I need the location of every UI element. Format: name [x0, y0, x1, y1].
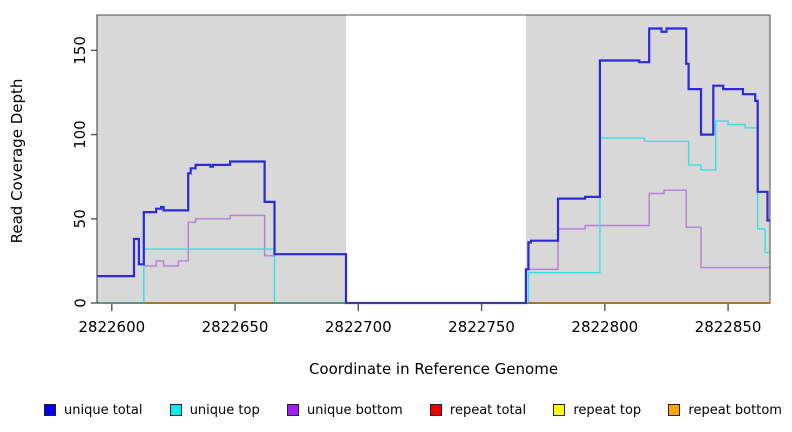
- x-axis-tick-label: 2822850: [695, 318, 762, 336]
- x-axis-title: Coordinate in Reference Genome: [308, 360, 559, 378]
- coverage-gap-band: [345, 15, 526, 303]
- legend-item-unique-top: unique top: [169, 402, 260, 418]
- legend-swatch-repeat-bottom: [668, 404, 681, 416]
- x-axis-tick-label: 2822800: [571, 318, 638, 336]
- y-axis-tick-label: 100: [71, 120, 89, 149]
- legend-label-unique-bottom: unique bottom: [306, 402, 403, 418]
- x-axis-tick-label: 2822600: [78, 318, 145, 336]
- x-axis-tick-label: 2822750: [448, 318, 515, 336]
- legend-label-repeat-top: repeat top: [573, 402, 642, 418]
- series-line-unique-bottom: [97, 189, 770, 304]
- legend-label-unique-total: unique total: [64, 402, 143, 418]
- legend-swatch-repeat-total: [429, 404, 442, 416]
- y-axis-title: Read Coverage Depth: [8, 78, 26, 244]
- series-line-unique-total: [97, 27, 770, 305]
- plot-area: 0 50 100 150 2822600 2822650 2822700 2822750 282…: [8, 14, 771, 378]
- x-axis-tick-label: 2822650: [202, 318, 269, 336]
- legend-item-unique-total: unique total: [44, 403, 142, 418]
- y-axis-tick-label: 50: [71, 209, 89, 228]
- legend-swatch-repeat-top: [553, 404, 566, 416]
- legend-swatch-unique-top: [169, 404, 182, 416]
- y-axis-tick-label: 0: [71, 298, 89, 308]
- coverage-chart-svg: 0 50 100 150 2822600 2822650 2822700 2822750 282…: [71, 14, 771, 336]
- legend-item-repeat-bottom: repeat bottom: [668, 403, 782, 418]
- legend-label-repeat-bottom: repeat bottom: [688, 402, 782, 418]
- y-axis-tick-label: 150: [71, 36, 89, 65]
- legend-item-unique-bottom: unique bottom: [286, 402, 403, 418]
- legend-swatch-unique-bottom: [286, 404, 299, 416]
- legend-label-unique-top: unique top: [189, 402, 260, 418]
- legend-label-repeat-total: repeat total: [449, 402, 527, 418]
- legend-item-repeat-top: repeat top: [553, 403, 641, 418]
- x-axis-tick-label: 2822700: [325, 318, 392, 336]
- legend-swatch-unique-total: [44, 404, 56, 416]
- chart-legend: unique total unique top unique bottom repea…: [44, 398, 782, 422]
- legend-item-repeat-total: repeat total: [429, 402, 527, 418]
